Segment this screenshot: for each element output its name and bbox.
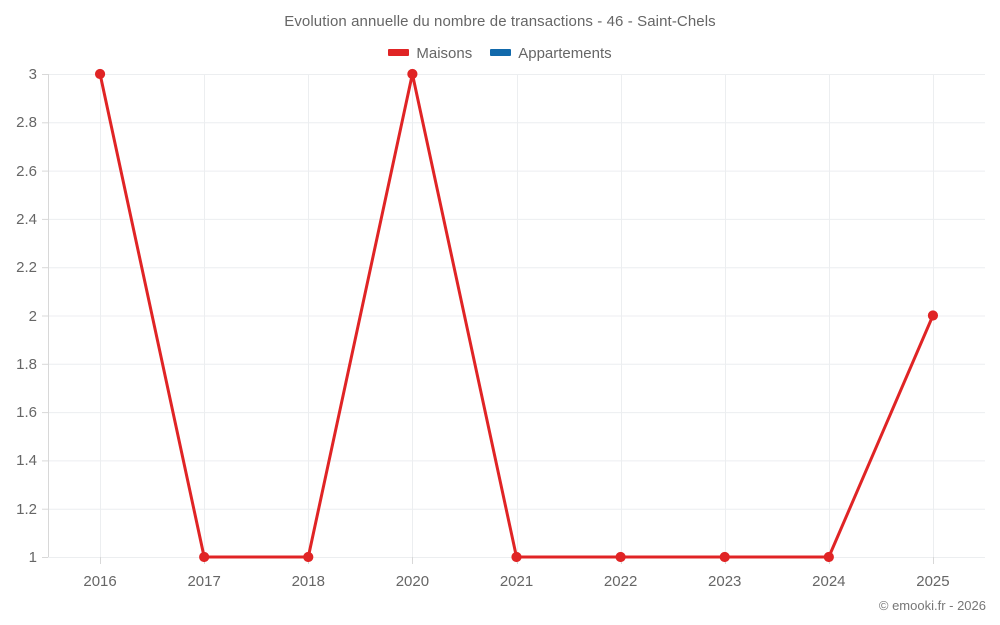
legend-label-maisons: Maisons [416, 44, 473, 62]
y-tick-label: 2.4 [16, 210, 37, 228]
legend-swatch-maisons [388, 48, 410, 56]
data-point-maisons[interactable] [511, 551, 522, 563]
y-tick-label: 2.6 [16, 162, 37, 180]
legend-swatch-appartements [490, 48, 512, 56]
x-tick-label: 2025 [916, 573, 950, 590]
data-point-maisons[interactable] [407, 68, 418, 80]
data-point-maisons[interactable] [303, 551, 314, 563]
legend-item-maisons[interactable]: Maisons [388, 44, 472, 62]
y-tick-label: 2 [28, 307, 37, 325]
x-tick-label: 2018 [291, 573, 325, 590]
y-tick-label: 1.4 [16, 452, 37, 470]
legend-item-appartements[interactable]: Appartements [490, 44, 612, 62]
y-tick-label: 1.6 [16, 404, 37, 422]
data-point-maisons[interactable] [94, 68, 106, 80]
chart-title: Evolution annuelle du nombre de transact… [284, 13, 716, 30]
y-tick-label: 1.8 [16, 355, 37, 373]
copyright-credit: © emooki.fr - 2026 [878, 598, 986, 613]
x-tick-label: 2017 [187, 573, 221, 590]
x-tick-label: 2022 [603, 573, 638, 590]
x-tick-label: 2016 [83, 573, 117, 590]
y-tick-label: 1.2 [16, 500, 37, 518]
data-point-maisons[interactable] [615, 551, 626, 563]
chart-legend: Maisons Appartements [0, 44, 1000, 62]
data-point-maisons[interactable] [199, 551, 210, 563]
x-tick-label: 2024 [812, 573, 846, 590]
x-tick-label: 2023 [708, 573, 742, 590]
legend-label-appartements: Appartements [518, 44, 612, 62]
x-tick-label: 2021 [499, 573, 534, 590]
x-tick-label: 2020 [395, 573, 430, 590]
y-tick-label: 2.2 [16, 259, 37, 277]
y-tick-label: 2.8 [16, 114, 37, 132]
data-point-maisons[interactable] [927, 310, 939, 321]
y-tick-label: 3 [28, 66, 37, 83]
y-tick-label: 1 [28, 549, 37, 566]
data-point-maisons[interactable] [823, 551, 834, 563]
data-point-maisons[interactable] [719, 551, 730, 563]
